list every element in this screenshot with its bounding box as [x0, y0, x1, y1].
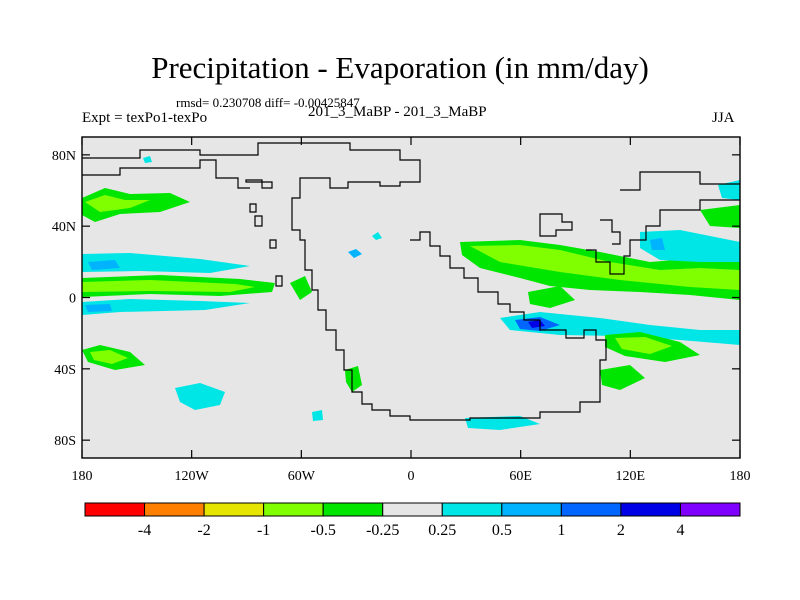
contour-green-australia-west — [600, 365, 645, 390]
contour-blue-westpac-north — [650, 238, 665, 250]
latitude-axis: 80N 40N 0 40S 80S — [52, 149, 740, 449]
contour-lightgreen-indian-north — [470, 245, 740, 290]
colorbar-swatch — [263, 502, 324, 517]
map-title: Precipitation - Evaporation (in mm/day) — [151, 50, 649, 85]
lat-tick-label: 80N — [52, 149, 76, 164]
contour-cyan-westpac-north — [640, 230, 740, 262]
outline-asia-north — [586, 171, 740, 275]
contour-cyan-spot-atlantic — [372, 232, 382, 240]
colorbar-swatch — [144, 502, 205, 517]
contour-cyan-asia-north — [718, 180, 740, 200]
contour-blue-spot-atlantic — [348, 249, 362, 258]
colorbar-label: -4 — [138, 522, 151, 539]
colorbar-swatch — [382, 502, 443, 517]
runs-label: 201_3_MaBP - 201_3_MaBP — [308, 104, 487, 120]
colorbar-labels: -4 -2 -1 -0.5 -0.25 0.25 0.5 1 2 4 — [138, 522, 685, 539]
colorbar-swatch — [560, 502, 622, 517]
contour-lightgreen-npac — [85, 195, 150, 212]
contour-cyan-band-west-north — [82, 253, 250, 273]
contour-blue-dark-indian-south — [528, 320, 545, 328]
contour-green-south-america — [345, 366, 362, 392]
season-label: JJA — [712, 110, 735, 126]
colorbar-swatch — [322, 502, 384, 517]
experiment-label: Expt = texPo1-texPo — [82, 110, 208, 126]
lat-tick-label: 40N — [52, 220, 76, 235]
colorbar-swatch — [203, 502, 265, 517]
contour-lightgreen-spac — [90, 350, 128, 364]
contour-cyan-spot-south — [312, 410, 323, 421]
colorbar-label: 1 — [557, 522, 565, 539]
field-contours — [82, 156, 740, 430]
outline-indian-subcontinent — [539, 213, 573, 237]
lon-tick-label: 120W — [175, 469, 210, 484]
outline-americas-africa — [82, 142, 607, 421]
lon-tick-label: 0 — [408, 469, 415, 484]
contour-lightgreen-band-west — [82, 280, 255, 292]
contour-cyan-spot-north — [143, 156, 152, 163]
lon-tick-label: 60W — [288, 469, 316, 484]
land-outlines — [82, 142, 740, 421]
lon-tick-label: 60E — [509, 469, 532, 484]
colorbar-label: -1 — [257, 522, 270, 539]
colorbar-label: 0.5 — [492, 522, 512, 539]
lat-tick-label: 40S — [54, 363, 76, 378]
colorbar-label: 4 — [676, 522, 684, 539]
contour-green-asia-north — [700, 205, 740, 228]
colorbar-label: 0.25 — [428, 522, 456, 539]
contour-cyan-indian-south — [500, 312, 740, 345]
colorbar-label: -0.5 — [311, 522, 336, 539]
colorbar-label: 2 — [617, 522, 625, 539]
colorbar-swatch — [84, 502, 146, 517]
contour-green-central-america — [290, 276, 312, 300]
outline-north-america-west — [82, 159, 250, 189]
colorbar-label: -2 — [197, 522, 210, 539]
outline-greenland-islands — [245, 179, 283, 287]
colorbar-swatch — [620, 502, 681, 517]
contour-cyan-spac — [175, 383, 225, 410]
lat-tick-label: 0 — [69, 292, 76, 307]
colorbar-label: -0.25 — [366, 522, 399, 539]
lon-tick-label: 180 — [730, 469, 751, 484]
contour-blue-band-west-north — [88, 260, 120, 270]
contour-blue-band-west-south — [85, 304, 112, 312]
outline-asia-coast — [600, 219, 621, 245]
contour-green-arabia — [528, 286, 575, 308]
stats-label: rmsd= 0.230708 diff= -0.00425847 — [176, 95, 360, 110]
lat-tick-label: 80S — [54, 434, 76, 449]
lon-tick-label: 120E — [616, 469, 646, 484]
colorbar-swatch — [679, 502, 741, 517]
contour-cyan-southern-ocean — [465, 416, 540, 430]
longitude-axis: 180 120W 60W 0 60E 120E 180 — [72, 137, 751, 484]
colorbar — [84, 502, 741, 517]
map-background — [82, 137, 740, 458]
contour-lightgreen-southpac — [615, 337, 672, 354]
contour-cyan-band-west-south — [82, 299, 250, 315]
colorbar-swatch — [501, 502, 562, 517]
colorbar-swatch — [441, 502, 503, 517]
lon-tick-label: 180 — [72, 469, 93, 484]
